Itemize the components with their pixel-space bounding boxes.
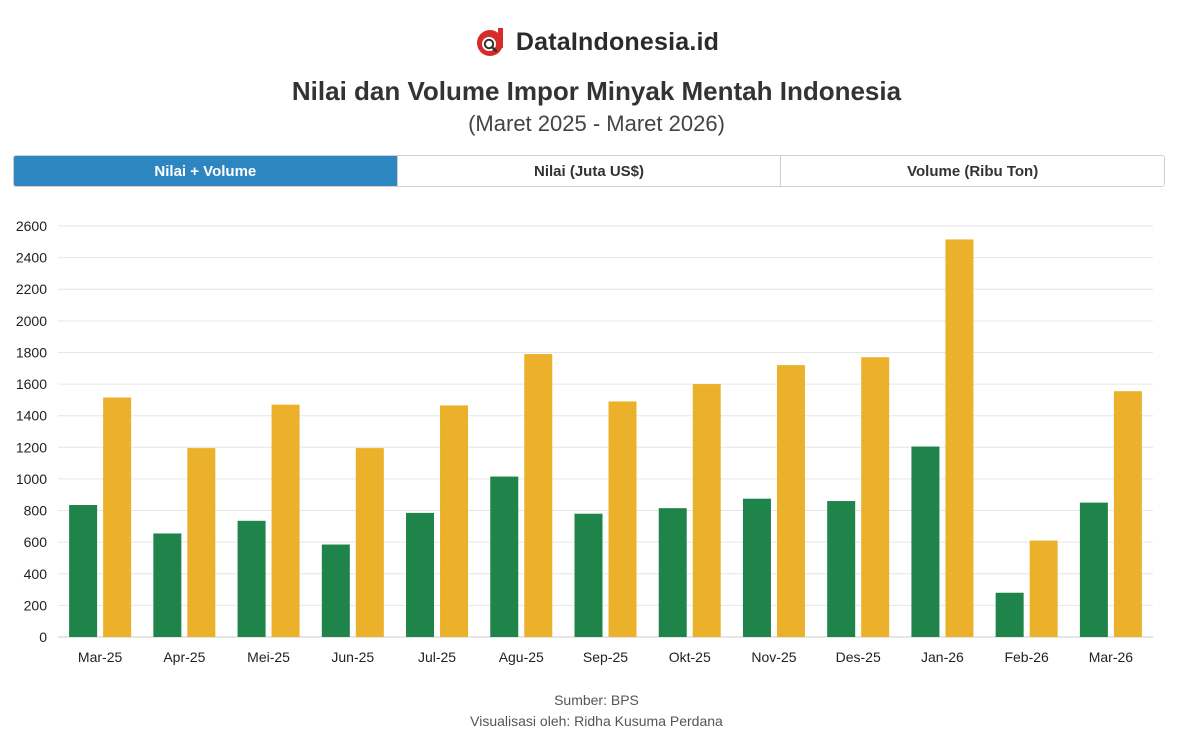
x-tick-label: Feb-26	[1004, 649, 1049, 665]
x-tick-label: Mar-25	[78, 649, 123, 665]
y-tick-label: 200	[24, 597, 48, 613]
bar-volume	[861, 357, 890, 637]
bar-nilai	[742, 498, 771, 637]
y-tick-label: 400	[24, 566, 48, 582]
dataindonesia-logo-icon	[476, 28, 503, 56]
bar-volume	[103, 397, 132, 637]
bar-nilai	[490, 476, 519, 637]
bar-volume	[355, 448, 384, 637]
bar-volume	[1029, 540, 1058, 637]
bar-volume	[608, 401, 637, 637]
bar-nilai	[658, 508, 687, 637]
bar-volume	[187, 448, 216, 637]
bar-volume	[524, 354, 553, 637]
tab-nilai-volume[interactable]: Nilai + Volume	[14, 156, 398, 186]
x-tick-label: Okt-25	[669, 649, 711, 665]
y-tick-label: 2000	[16, 313, 47, 329]
bar-chart: 0 200 400 600 800 1000 1200 1400 1600 1800 2000 220…	[16, 218, 1153, 665]
bar-volume	[1113, 391, 1142, 637]
x-tick-label: Mar-26	[1089, 649, 1134, 665]
bar-nilai	[237, 520, 266, 637]
y-tick-label: 600	[24, 534, 48, 550]
brand-name: DataIndonesia.id	[515, 27, 720, 56]
y-tick-label: 1600	[16, 376, 47, 392]
bar-volume	[945, 239, 974, 638]
source-note: Sumber: BPS	[554, 692, 639, 708]
bar-volume	[271, 404, 300, 637]
view-tabs: Nilai + Volume Nilai (Juta US$) Volume (…	[13, 155, 1165, 187]
bar-nilai	[321, 544, 350, 637]
chart-subtitle: (Maret 2025 - Maret 2026)	[468, 111, 725, 136]
chart-title: Nilai dan Volume Impor Minyak Mentah Ind…	[291, 76, 902, 106]
x-tick-label: Nov-25	[751, 649, 796, 665]
y-tick-label: 2600	[16, 218, 47, 234]
x-tick-label: Jun-25	[331, 649, 374, 665]
bar-nilai	[911, 446, 940, 637]
x-tick-label: Des-25	[836, 649, 881, 665]
tab-volume[interactable]: Volume (Ribu Ton)	[781, 156, 1164, 186]
x-tick-label: Jan-26	[921, 649, 964, 665]
y-tick-label: 1400	[16, 408, 47, 424]
bar-volume	[776, 365, 805, 637]
x-tick-label: Apr-25	[163, 649, 205, 665]
y-tick-label: 1800	[16, 344, 47, 360]
bar-nilai	[1079, 502, 1108, 637]
bar-nilai	[153, 533, 182, 637]
y-tick-label: 2200	[16, 281, 47, 297]
credit-note: Visualisasi oleh: Ridha Kusuma Perdana	[470, 713, 723, 729]
bar-nilai	[406, 512, 435, 637]
x-tick-label: Jul-25	[418, 649, 456, 665]
bar-nilai	[995, 592, 1024, 637]
x-tick-label: Sep-25	[583, 649, 628, 665]
bar-nilai	[69, 505, 98, 637]
y-tick-label: 1200	[16, 439, 47, 455]
x-tick-label: Agu-25	[499, 649, 544, 665]
bar-nilai	[827, 501, 856, 637]
y-tick-label: 0	[39, 629, 47, 645]
x-tick-label: Mei-25	[247, 649, 290, 665]
y-tick-label: 1000	[16, 471, 47, 487]
bar-volume	[440, 405, 469, 637]
brand-header: DataIndonesia.id	[0, 26, 1193, 58]
y-tick-label: 800	[24, 503, 48, 519]
tab-nilai[interactable]: Nilai (Juta US$)	[397, 156, 782, 186]
bar-volume	[692, 384, 721, 637]
bar-nilai	[574, 513, 603, 637]
y-tick-label: 2400	[16, 250, 47, 266]
